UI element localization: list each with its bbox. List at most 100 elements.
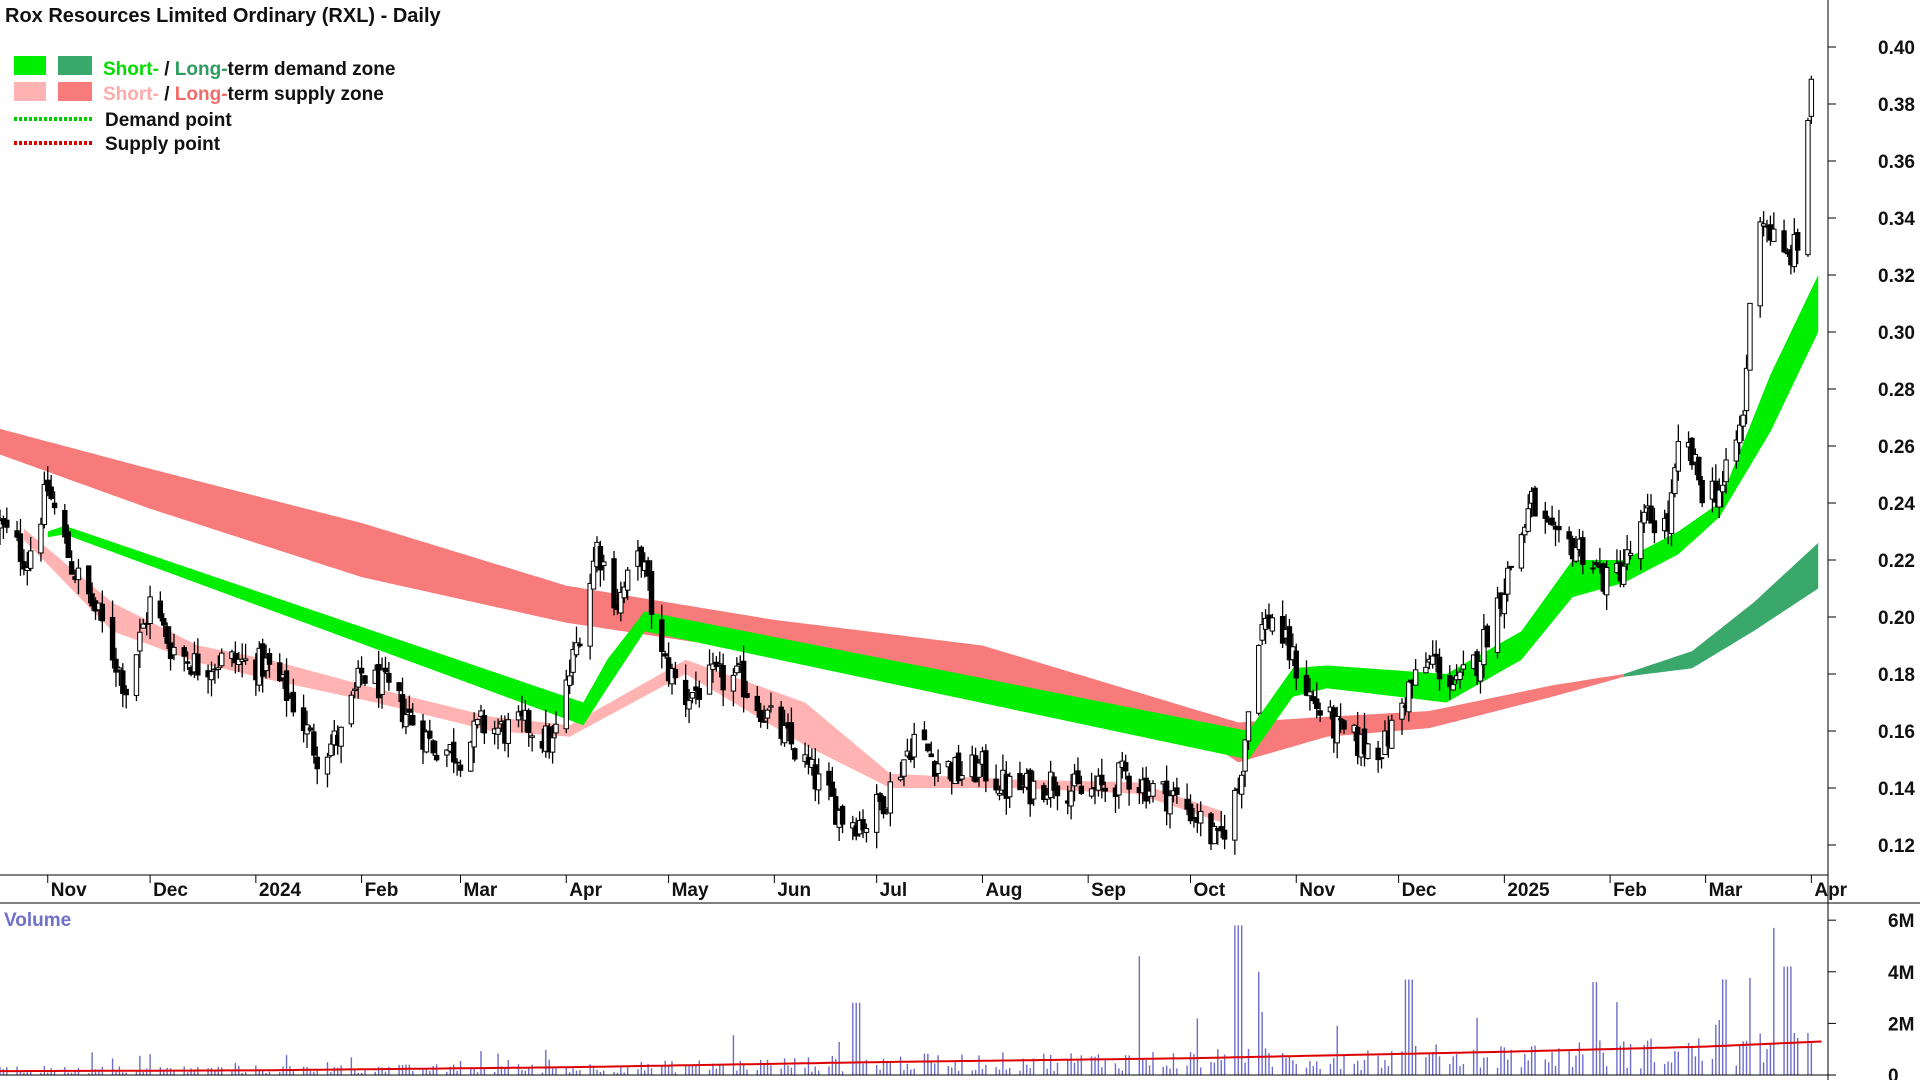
price-bar [89,593,95,607]
legend-demand-short: Short- [103,59,159,80]
price-bar [1187,803,1194,822]
price-bar [1508,565,1514,568]
price-bar [744,693,750,698]
price-bar [219,652,225,667]
volume-tick-label: 4M [1888,963,1914,984]
date-tick-label: 2024 [259,880,302,901]
price-bar [1719,484,1726,493]
price-bar [1460,664,1467,670]
price-bar [1068,790,1074,807]
price-bar [1699,479,1705,504]
price-bar [1099,774,1105,786]
price-bar [659,619,665,652]
price-bar [761,720,767,723]
price-bar [99,603,106,622]
price-bar [1242,739,1248,772]
price-tick-label: 0.20 [1878,608,1915,629]
price-bar [41,483,48,526]
legend-supply-short: Short- [103,84,159,105]
price-bar [758,709,764,723]
legend-supply-point: Supply point [105,134,221,155]
price-bar [410,714,416,726]
date-tick-label: Feb [1613,880,1647,901]
price-tick-label: 0.16 [1878,722,1915,743]
price-bar [1733,439,1740,462]
price-bar [1805,119,1811,256]
price-bar [826,770,832,786]
price-bar [672,668,679,679]
price-bar [1566,531,1572,540]
price-bar [996,792,1003,796]
price-bar [1641,511,1647,524]
price-bar [1218,826,1224,832]
price-bar [590,560,597,590]
price-bar [706,664,713,695]
legend-long-supply-swatch [58,82,92,101]
price-bar [1123,762,1129,772]
price-bar [403,714,409,728]
price-bar [1518,534,1525,569]
price-bar [1737,424,1743,444]
price-bar [587,582,593,647]
price-bar [1484,625,1490,648]
price-bar [624,569,631,591]
price-bar [1054,785,1061,797]
price-bar [314,756,320,770]
price-bar [662,653,668,657]
price-bar [1740,414,1746,427]
legend-supply-rest: term supply zone [228,84,384,105]
price-bar [184,661,191,664]
volume-axis: 0 2M 4M 6M [1828,911,1914,1085]
price-bar [38,523,44,554]
price-bar [62,509,68,538]
chart-title: Rox Resources Limited Ordinary (RXL) - D… [5,5,442,27]
date-tick-label: Jul [880,880,907,901]
price-bar [457,764,464,771]
date-tick-label: Jun [777,880,811,901]
price-bar [1672,467,1678,495]
price-bar [1361,728,1368,755]
price-bar [17,533,24,562]
price-bar [1501,593,1508,615]
price-bar [1808,78,1815,117]
price-bar [478,710,484,717]
date-tick-label: Nov [51,880,87,901]
price-bar [549,737,556,753]
price-bar [1433,653,1439,657]
date-tick-label: Dec [1402,880,1437,901]
price-bar [215,667,222,671]
price-bar [48,486,54,500]
price-bar [164,626,170,644]
volume-tick-label: 6M [1888,911,1914,932]
price-bar [396,682,402,692]
price-bar [1781,230,1787,253]
price-bar [85,565,92,595]
price-bar [1723,459,1729,483]
price-bar [573,642,580,656]
price-bar [696,688,702,700]
price-bar [1450,684,1456,691]
long-term-demand-zone [1623,542,1819,677]
price-bar [1399,702,1405,720]
price-bar [328,743,334,757]
price-bar [1378,757,1385,760]
price-bar [406,708,413,713]
price-bar [1116,762,1122,796]
price-bar [1505,567,1511,595]
price-bar [648,571,655,615]
price-bar [358,667,365,674]
price-bar [355,667,361,688]
price-bar [611,558,617,609]
price-bar [529,735,535,738]
price-bar [553,723,559,734]
price-bar [1532,487,1538,517]
price-bar [778,706,784,739]
volume-moving-average [0,1040,1822,1073]
price-tick-label: 0.14 [1878,779,1915,800]
legend-demand-sep: / [159,59,175,80]
price-bar [983,750,989,782]
price-bar [566,675,573,686]
price-bar [1477,660,1484,682]
price-bar [1337,718,1344,721]
